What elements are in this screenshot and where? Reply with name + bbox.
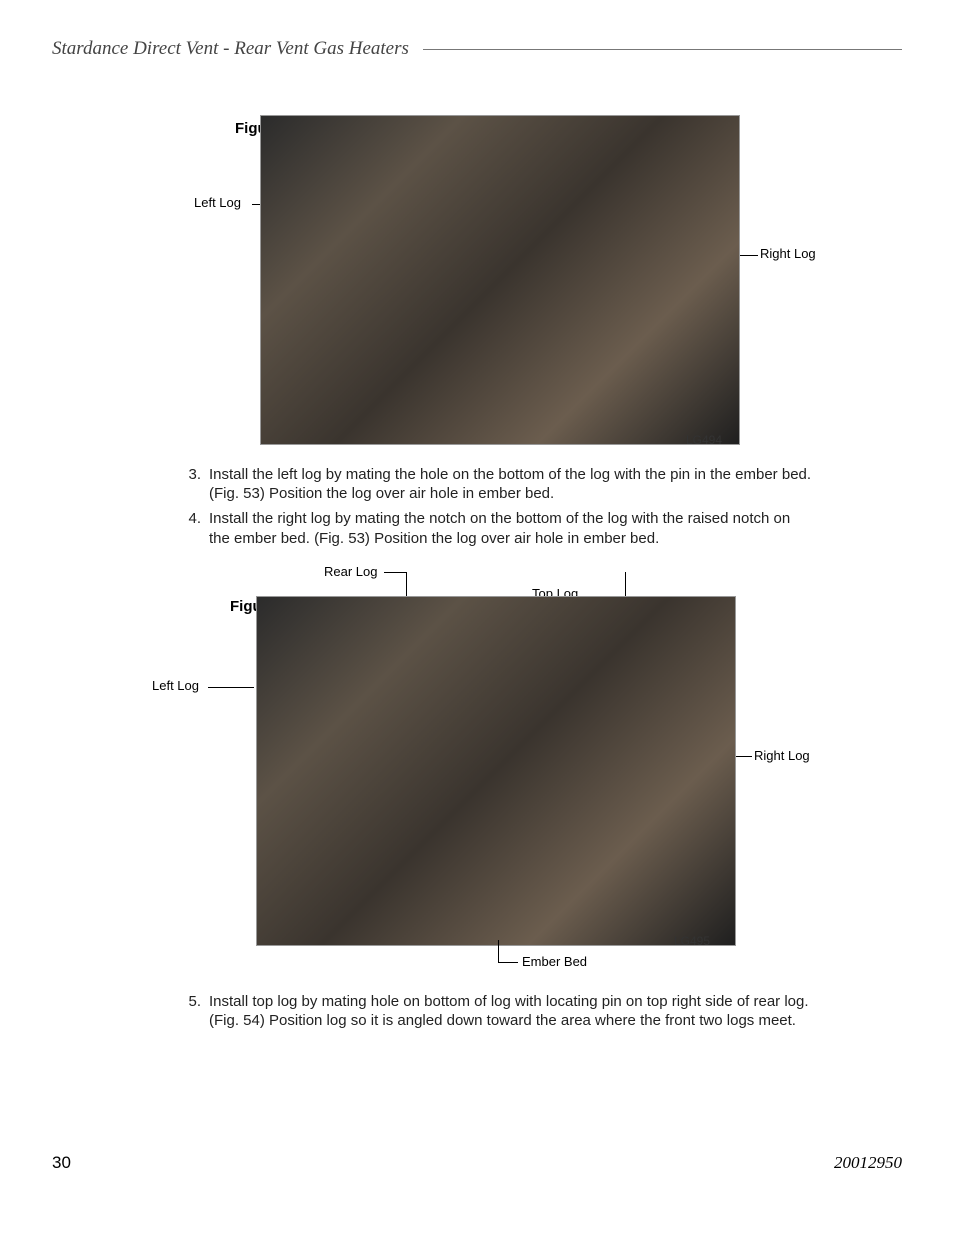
page-header: Stardance Direct Vent - Rear Vent Gas He… <box>52 38 902 60</box>
instructions-block-b: 5. Install top log by mating hole on bot… <box>187 992 812 1030</box>
figure-54-rear-log-line-v <box>406 572 407 596</box>
figure-54-right-log-callout: Right Log <box>754 748 810 763</box>
instruction-number: 3. <box>187 465 209 503</box>
figure-54-rear-log-callout: Rear Log <box>324 564 377 579</box>
figure-54-code: LG495 <box>674 934 710 948</box>
instruction-item: 3. Install the left log by mating the ho… <box>187 465 812 503</box>
page-footer: 30 20012950 <box>52 1153 902 1173</box>
document-number: 20012950 <box>834 1153 902 1173</box>
header-rule-line <box>423 49 902 50</box>
figure-53-code: LG494 <box>686 433 722 447</box>
instruction-number: 5. <box>187 992 209 1030</box>
page-number: 30 <box>52 1153 71 1173</box>
instruction-item: 4. Install the right log by mating the n… <box>187 509 812 547</box>
instructions-block-a: 3. Install the left log by mating the ho… <box>187 465 812 548</box>
figure-53: Figure 53 Left Log Right Log LG494 <box>180 110 880 455</box>
figure-54-rear-log-line <box>384 572 406 573</box>
figure-54-left-log-callout: Left Log <box>152 678 199 693</box>
figure-54-ember-bed-line-h <box>498 962 518 963</box>
figure-54-left-log-line <box>208 687 254 688</box>
figure-53-left-log-callout: Left Log <box>194 195 241 210</box>
figure-54-ember-bed-line-v <box>498 940 499 962</box>
figure-53-image <box>260 115 740 445</box>
figure-54: Figure 54 Rear Log Top Log Left Log Righ… <box>180 558 880 978</box>
instruction-item: 5. Install top log by mating hole on bot… <box>187 992 812 1030</box>
header-title: Stardance Direct Vent - Rear Vent Gas He… <box>52 38 423 60</box>
instruction-text: Install top log by mating hole on bottom… <box>209 992 812 1030</box>
figure-54-ember-bed-callout: Ember Bed <box>522 954 587 969</box>
figure-53-right-log-callout: Right Log <box>760 246 816 261</box>
instruction-text: Install the left log by mating the hole … <box>209 465 812 503</box>
figure-54-image <box>256 596 736 946</box>
instruction-number: 4. <box>187 509 209 547</box>
instruction-text: Install the right log by mating the notc… <box>209 509 812 547</box>
